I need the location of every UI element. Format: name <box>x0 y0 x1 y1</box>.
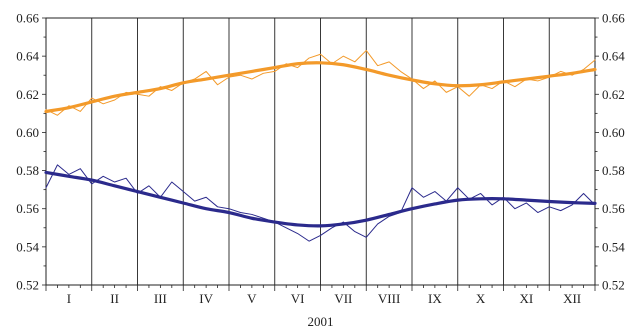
y-tick-label-left: 0.54 <box>16 239 39 254</box>
y-tick-label-right: 0.60 <box>602 125 625 140</box>
x-tick-label: IX <box>428 291 442 306</box>
y-ticks: 0.52 0.52 0.54 0.54 0.56 0.56 0.58 0.58 0.60 0.60… <box>16 11 625 293</box>
x-tick-label: X <box>476 291 486 306</box>
x-tick-label: XII <box>563 291 581 306</box>
series <box>44 49 597 242</box>
series-smoothed-line <box>44 170 597 228</box>
x-tick-label: II <box>110 291 119 306</box>
series-daily-line <box>45 49 596 116</box>
y-tick-label-left: 0.62 <box>16 87 39 102</box>
y-tick-label-right: 0.58 <box>602 163 625 178</box>
x-tick-label: IV <box>199 291 213 306</box>
y-tick-label-right: 0.52 <box>602 278 625 293</box>
x-tick-label: VI <box>291 291 305 306</box>
y-tick-label-right: 0.62 <box>602 87 625 102</box>
x-tick-label: V <box>247 291 257 306</box>
y-tick-label-right: 0.64 <box>602 49 625 64</box>
x-tick-label: VIII <box>378 291 400 306</box>
series-daily-line <box>45 164 596 242</box>
x-tick-label: VII <box>334 291 352 306</box>
y-tick-label-left: 0.64 <box>16 49 39 64</box>
y-tick-label-right: 0.66 <box>602 11 625 26</box>
x-tick-label: XI <box>520 291 534 306</box>
y-tick-label-right: 0.56 <box>602 201 625 216</box>
y-tick-label-left: 0.52 <box>16 278 39 293</box>
y-tick-label-left: 0.60 <box>16 125 39 140</box>
y-tick-label-left: 0.66 <box>16 11 39 26</box>
series-smoothed-line <box>44 61 597 114</box>
x-axis-label: 2001 <box>308 314 334 329</box>
x-ticks: I II III IV V VI VII VIII IX X XI XII <box>45 285 596 306</box>
y-tick-label-right: 0.54 <box>602 239 625 254</box>
month-grid <box>91 18 550 285</box>
x-tick-label: III <box>154 291 167 306</box>
y-tick-label-left: 0.58 <box>16 163 39 178</box>
x-tick-label: I <box>67 291 71 306</box>
y-tick-label-left: 0.56 <box>16 201 39 216</box>
